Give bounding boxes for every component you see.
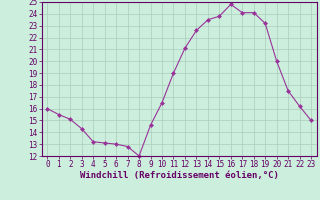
X-axis label: Windchill (Refroidissement éolien,°C): Windchill (Refroidissement éolien,°C): [80, 171, 279, 180]
